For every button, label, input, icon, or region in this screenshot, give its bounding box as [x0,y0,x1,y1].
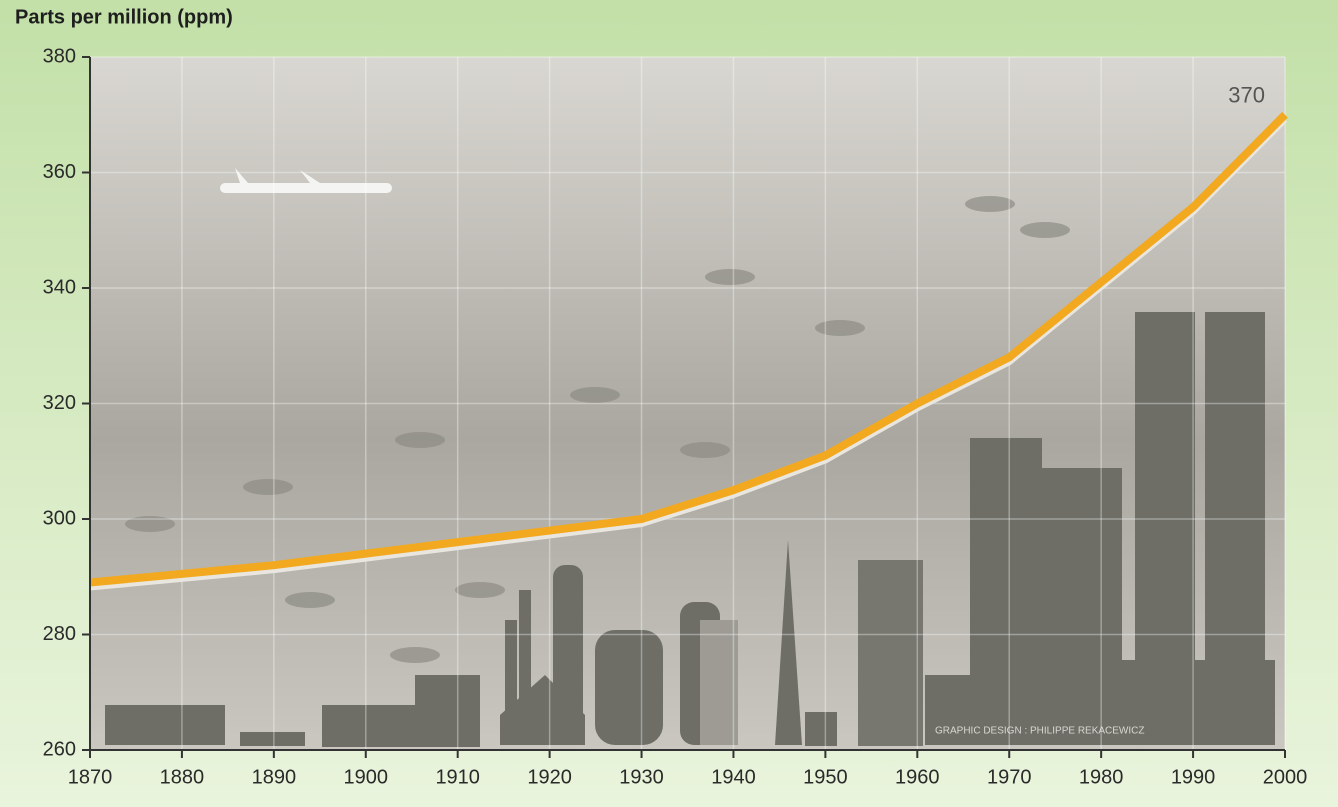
building [415,675,480,747]
y-tick-label: 360 [43,161,76,183]
building [322,705,417,747]
airplane [220,168,392,193]
x-tick-label: 1970 [987,766,1032,788]
truck [105,705,225,745]
axes: 260 280 300 320 340 360 380 1870 1880 1890 1900 191… [43,45,1308,788]
car [240,732,305,746]
skyscraper [970,438,1042,745]
tank [595,630,663,745]
y-tick-label: 260 [43,738,76,760]
city-silhouette [105,312,1275,747]
y-tick-label: 320 [43,392,76,414]
x-tick-label: 1960 [895,766,940,788]
clouds [125,196,1070,663]
building [1095,660,1275,745]
y-tick-label: 380 [43,45,76,67]
x-tick-label: 1910 [435,766,480,788]
oil-derrick [775,540,802,745]
x-tick-label: 1940 [711,766,756,788]
x-tick-label: 1880 [160,766,205,788]
building [925,675,970,745]
x-tick-label: 1890 [252,766,297,788]
x-tick-label: 1980 [1079,766,1124,788]
y-axis-label: Parts per million (ppm) [15,6,233,28]
tower [553,565,583,745]
credit: GRAPHIC DESIGN : PHILIPPE REKACEWICZ [935,726,1144,737]
x-tick-label: 1990 [1171,766,1216,788]
grid [89,56,1286,751]
x-tick-label: 2000 [1263,766,1308,788]
y-tick-label: 340 [43,276,76,298]
tower [700,620,738,745]
x-tick-label: 1870 [68,766,113,788]
y-tick-label: 300 [43,507,76,529]
x-tick-label: 1930 [619,766,664,788]
x-tick-label: 1900 [344,766,389,788]
control-tower [858,560,923,746]
lines: 370 [89,83,1288,591]
building [805,712,837,746]
x-tick-label: 1920 [527,766,572,788]
data-label: 370 [1228,83,1265,108]
line [89,111,1288,587]
y-tick-label: 280 [43,623,76,645]
x-tick-label: 1950 [803,766,848,788]
